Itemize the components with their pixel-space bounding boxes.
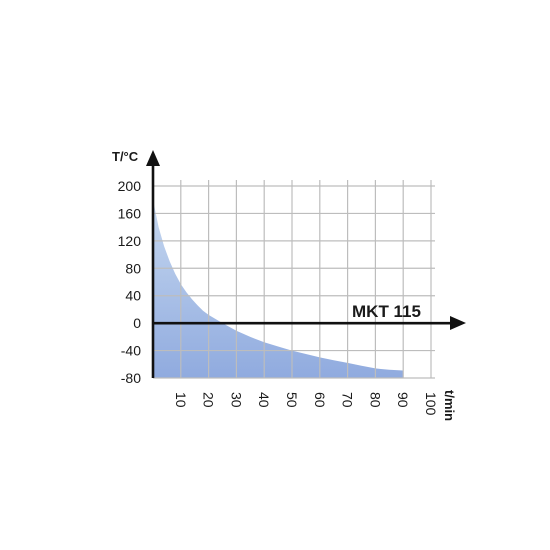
x-tick-label: 100 xyxy=(423,392,439,416)
cooling-curve-area xyxy=(153,199,404,378)
x-tick-label: 10 xyxy=(173,392,189,408)
y-tick-label: 160 xyxy=(118,205,142,221)
y-axis-label: T/°C xyxy=(112,149,139,164)
axes-layer xyxy=(146,150,466,378)
x-tick-label: 20 xyxy=(201,392,217,408)
series-label: MKT 115 xyxy=(352,302,421,321)
y-tick-label: -80 xyxy=(121,370,141,386)
y-tick-label: 120 xyxy=(118,233,142,249)
x-axis-label: t/min xyxy=(442,390,457,421)
x-tick-label: 30 xyxy=(228,392,244,408)
y-tick-label: 0 xyxy=(133,315,141,331)
x-tick-label: 50 xyxy=(284,392,300,408)
y-tick-label: -40 xyxy=(121,343,141,359)
x-tick-label: 80 xyxy=(367,392,383,408)
x-tick-label: 90 xyxy=(395,392,411,408)
grid-layer xyxy=(153,180,435,379)
y-tick-label: 80 xyxy=(125,260,141,276)
y-axis-arrow xyxy=(146,150,160,166)
y-tick-label: 200 xyxy=(118,178,142,194)
ticks-layer: 200 160 120 80 40 0 -40 -80 10 20 30 40 50 60 70 80 90 10… xyxy=(118,178,439,416)
x-axis-arrow xyxy=(450,316,466,330)
area-layer xyxy=(153,199,404,378)
x-tick-label: 70 xyxy=(340,392,356,408)
x-tick-label: 40 xyxy=(256,392,272,408)
y-tick-label: 40 xyxy=(125,288,141,304)
x-tick-label: 60 xyxy=(312,392,328,408)
